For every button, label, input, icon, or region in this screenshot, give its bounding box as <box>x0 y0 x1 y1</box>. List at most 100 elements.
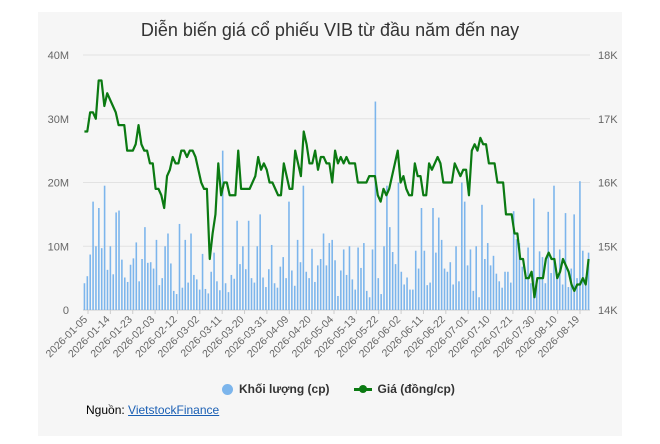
volume-bar[interactable] <box>288 201 290 311</box>
volume-bar[interactable] <box>216 281 218 310</box>
volume-bar[interactable] <box>533 198 535 310</box>
volume-bar[interactable] <box>409 289 411 310</box>
volume-bar[interactable] <box>311 248 313 310</box>
volume-bar[interactable] <box>201 253 204 310</box>
price-line[interactable] <box>84 79 590 299</box>
volume-bar[interactable] <box>501 287 503 310</box>
volume-bar[interactable] <box>354 289 357 310</box>
volume-bar[interactable] <box>449 262 452 310</box>
volume-bar[interactable] <box>279 266 282 310</box>
volume-bar[interactable] <box>268 269 270 310</box>
volume-bar[interactable] <box>576 278 578 311</box>
volume-bar[interactable] <box>340 270 342 310</box>
volume-bar[interactable] <box>285 278 287 311</box>
volume-bar[interactable] <box>141 259 143 310</box>
volume-bar[interactable] <box>244 269 247 310</box>
volume-bar[interactable] <box>308 278 310 311</box>
volume-bar[interactable] <box>198 289 201 310</box>
volume-bar[interactable] <box>193 274 195 310</box>
volume-bar[interactable] <box>400 271 403 310</box>
volume-bar[interactable] <box>403 284 405 311</box>
volume-bar[interactable] <box>518 243 521 310</box>
volume-bar[interactable] <box>380 294 382 310</box>
volume-bar[interactable] <box>224 283 227 311</box>
volume-bar[interactable] <box>213 252 215 311</box>
volume-bar[interactable] <box>221 150 224 311</box>
volume-bar[interactable] <box>530 283 532 311</box>
volume-bar[interactable] <box>175 294 178 310</box>
volume-bar[interactable] <box>463 201 466 311</box>
volume-bar[interactable] <box>466 265 469 311</box>
volume-bar[interactable] <box>325 265 328 311</box>
volume-bar[interactable] <box>365 290 368 311</box>
volume-bar[interactable] <box>443 268 446 310</box>
volume-bar[interactable] <box>342 249 345 310</box>
volume-bar[interactable] <box>579 181 581 310</box>
volume-bar[interactable] <box>544 283 547 311</box>
volume-bar[interactable] <box>98 208 100 310</box>
volume-bar[interactable] <box>328 243 331 310</box>
volume-bar[interactable] <box>239 264 241 310</box>
volume-bar[interactable] <box>391 251 394 310</box>
volume-bar[interactable] <box>265 287 267 310</box>
volume-bar[interactable] <box>550 273 552 310</box>
volume-bar[interactable] <box>207 293 210 310</box>
volume-bar[interactable] <box>314 281 316 310</box>
volume-bar[interactable] <box>524 278 526 311</box>
volume-bar[interactable] <box>118 210 120 310</box>
volume-bar[interactable] <box>515 239 518 310</box>
volume-bar[interactable] <box>322 233 325 311</box>
volume-bar[interactable] <box>386 185 388 310</box>
volume-bar[interactable] <box>149 262 152 310</box>
volume-bar[interactable] <box>95 246 97 310</box>
volume-bar[interactable] <box>357 247 359 310</box>
volume-bar[interactable] <box>204 288 207 310</box>
volume-bar[interactable] <box>429 282 431 310</box>
volume-bar[interactable] <box>262 277 264 310</box>
volume-bar[interactable] <box>570 268 573 310</box>
volume-bar[interactable] <box>190 233 192 311</box>
volume-bar[interactable] <box>86 276 89 310</box>
volume-bar[interactable] <box>158 285 161 310</box>
volume-bar[interactable] <box>437 217 440 310</box>
volume-bar[interactable] <box>296 239 299 311</box>
volume-bar[interactable] <box>541 257 544 310</box>
volume-bar[interactable] <box>446 271 449 310</box>
volume-bar[interactable] <box>351 279 354 310</box>
volume-bar[interactable] <box>219 290 221 310</box>
volume-bar[interactable] <box>535 281 538 310</box>
volume-bar[interactable] <box>432 208 434 310</box>
volume-bar[interactable] <box>414 250 417 310</box>
volume-bar[interactable] <box>230 274 233 310</box>
volume-bar[interactable] <box>484 259 486 310</box>
volume-bar[interactable] <box>504 271 506 310</box>
volume-bar[interactable] <box>417 268 420 310</box>
volume-bar[interactable] <box>553 185 555 310</box>
volume-bar[interactable] <box>486 243 489 310</box>
volume-bar[interactable] <box>573 214 575 311</box>
volume-bar[interactable] <box>273 283 276 311</box>
volume-bar[interactable] <box>152 268 155 310</box>
volume-bar[interactable] <box>489 265 492 311</box>
volume-bar[interactable] <box>363 243 365 310</box>
volume-bar[interactable] <box>123 277 126 310</box>
volume-bar[interactable] <box>170 263 172 310</box>
volume-bar[interactable] <box>100 248 103 310</box>
volume-bar[interactable] <box>195 279 198 310</box>
volume-bar[interactable] <box>256 246 259 310</box>
volume-bar[interactable] <box>121 259 123 310</box>
volume-bar[interactable] <box>561 284 564 311</box>
volume-bar[interactable] <box>461 182 463 311</box>
volume-bar[interactable] <box>348 246 351 310</box>
volume-bar[interactable] <box>558 249 561 310</box>
volume-bar[interactable] <box>331 239 333 311</box>
volume-bar[interactable] <box>276 287 279 310</box>
volume-bar[interactable] <box>250 278 253 311</box>
volume-bar[interactable] <box>305 271 308 310</box>
volume-bar[interactable] <box>106 269 109 310</box>
legend-item-price[interactable]: Giá (đồng/cp) <box>353 382 455 396</box>
volume-bar[interactable] <box>135 242 138 311</box>
volume-bar[interactable] <box>337 295 339 311</box>
volume-bar[interactable] <box>455 246 457 310</box>
volume-bar[interactable] <box>167 233 169 311</box>
